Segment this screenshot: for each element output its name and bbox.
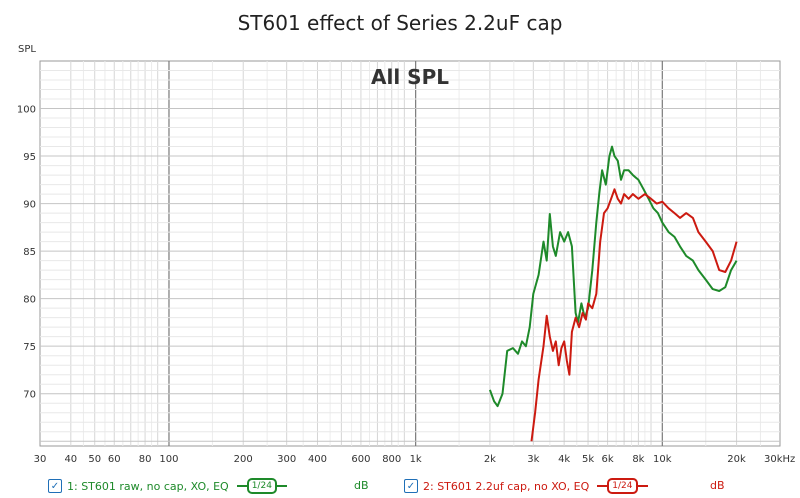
y-tick-labels: 70 75 80 85 90 95 100 [17,105,36,401]
legend-unit-1: dB [354,479,369,492]
x-tick-label: 80 [139,454,152,465]
x-tick-label: 600 [351,454,370,465]
legend-checkbox-2[interactable]: ✓ [404,479,418,493]
x-tick-label: 60 [108,454,121,465]
y-tick-label: 90 [23,200,36,211]
series-line-2 [530,188,738,442]
chart-area: ST601 effect of Series 2.2uF cap SPL 707… [17,11,796,465]
smoothing-indicator-1[interactable]: 1/24 [236,478,287,494]
legend-unit-2: dB [710,479,725,492]
x-tick-label: 3k [527,454,539,465]
smoothing-value-1: 1/24 [246,478,277,494]
legend-label-1: 1: ST601 raw, no cap, XO, EQ [67,479,229,493]
x-tick-label: 400 [308,454,327,465]
chart-title: ST601 effect of Series 2.2uF cap [238,11,563,35]
y-tick-label: 85 [23,247,36,258]
y-axis-label: SPL [18,44,36,55]
x-tick-labels: 30 40 50 60 80 100 200 300 400 600 800 1k 2k 3k 4k 5k 6k… [34,454,796,465]
x-tick-label: 100 [159,454,178,465]
y-tick-label: 95 [23,152,36,163]
y-tick-label: 70 [23,390,36,401]
smoothing-value-2: 1/24 [607,478,638,494]
x-tick-label: 8k [632,454,644,465]
x-tick-label: 1k [410,454,422,465]
series-lines [488,145,738,442]
legend-item-1[interactable]: ✓ 1: ST601 raw, no cap, XO, EQ 1/24 [48,476,287,496]
series-line-1 [488,145,738,408]
x-tick-label: 2k [484,454,496,465]
x-tick-label: 6k [602,454,614,465]
smoothing-indicator-2[interactable]: 1/24 [597,478,648,494]
x-tick-label: 40 [64,454,77,465]
y-tick-label: 100 [17,105,36,116]
x-tick-label: 300 [277,454,296,465]
x-tick-label: 200 [234,454,253,465]
chart-subtitle: All SPL [371,65,449,89]
legend-checkbox-1[interactable]: ✓ [48,479,62,493]
x-tick-label: 30 [34,454,47,465]
x-tick-label: 10k [653,454,672,465]
x-tick-label: 20k [727,454,746,465]
x-tick-label: 50 [88,454,101,465]
legend-label-2: 2: ST601 2.2uf cap, no XO, EQ [423,479,590,493]
x-tick-label: 5k [582,454,594,465]
plot-frame [39,60,781,447]
x-tick-label: 800 [382,454,401,465]
y-tick-label: 75 [23,342,36,353]
y-tick-label: 80 [23,295,36,306]
x-tick-label: 4k [558,454,570,465]
x-tick-label: 30kHz [764,454,795,465]
grid-lines [39,60,781,447]
legend-item-2[interactable]: ✓ 2: ST601 2.2uf cap, no XO, EQ 1/24 [404,476,648,496]
